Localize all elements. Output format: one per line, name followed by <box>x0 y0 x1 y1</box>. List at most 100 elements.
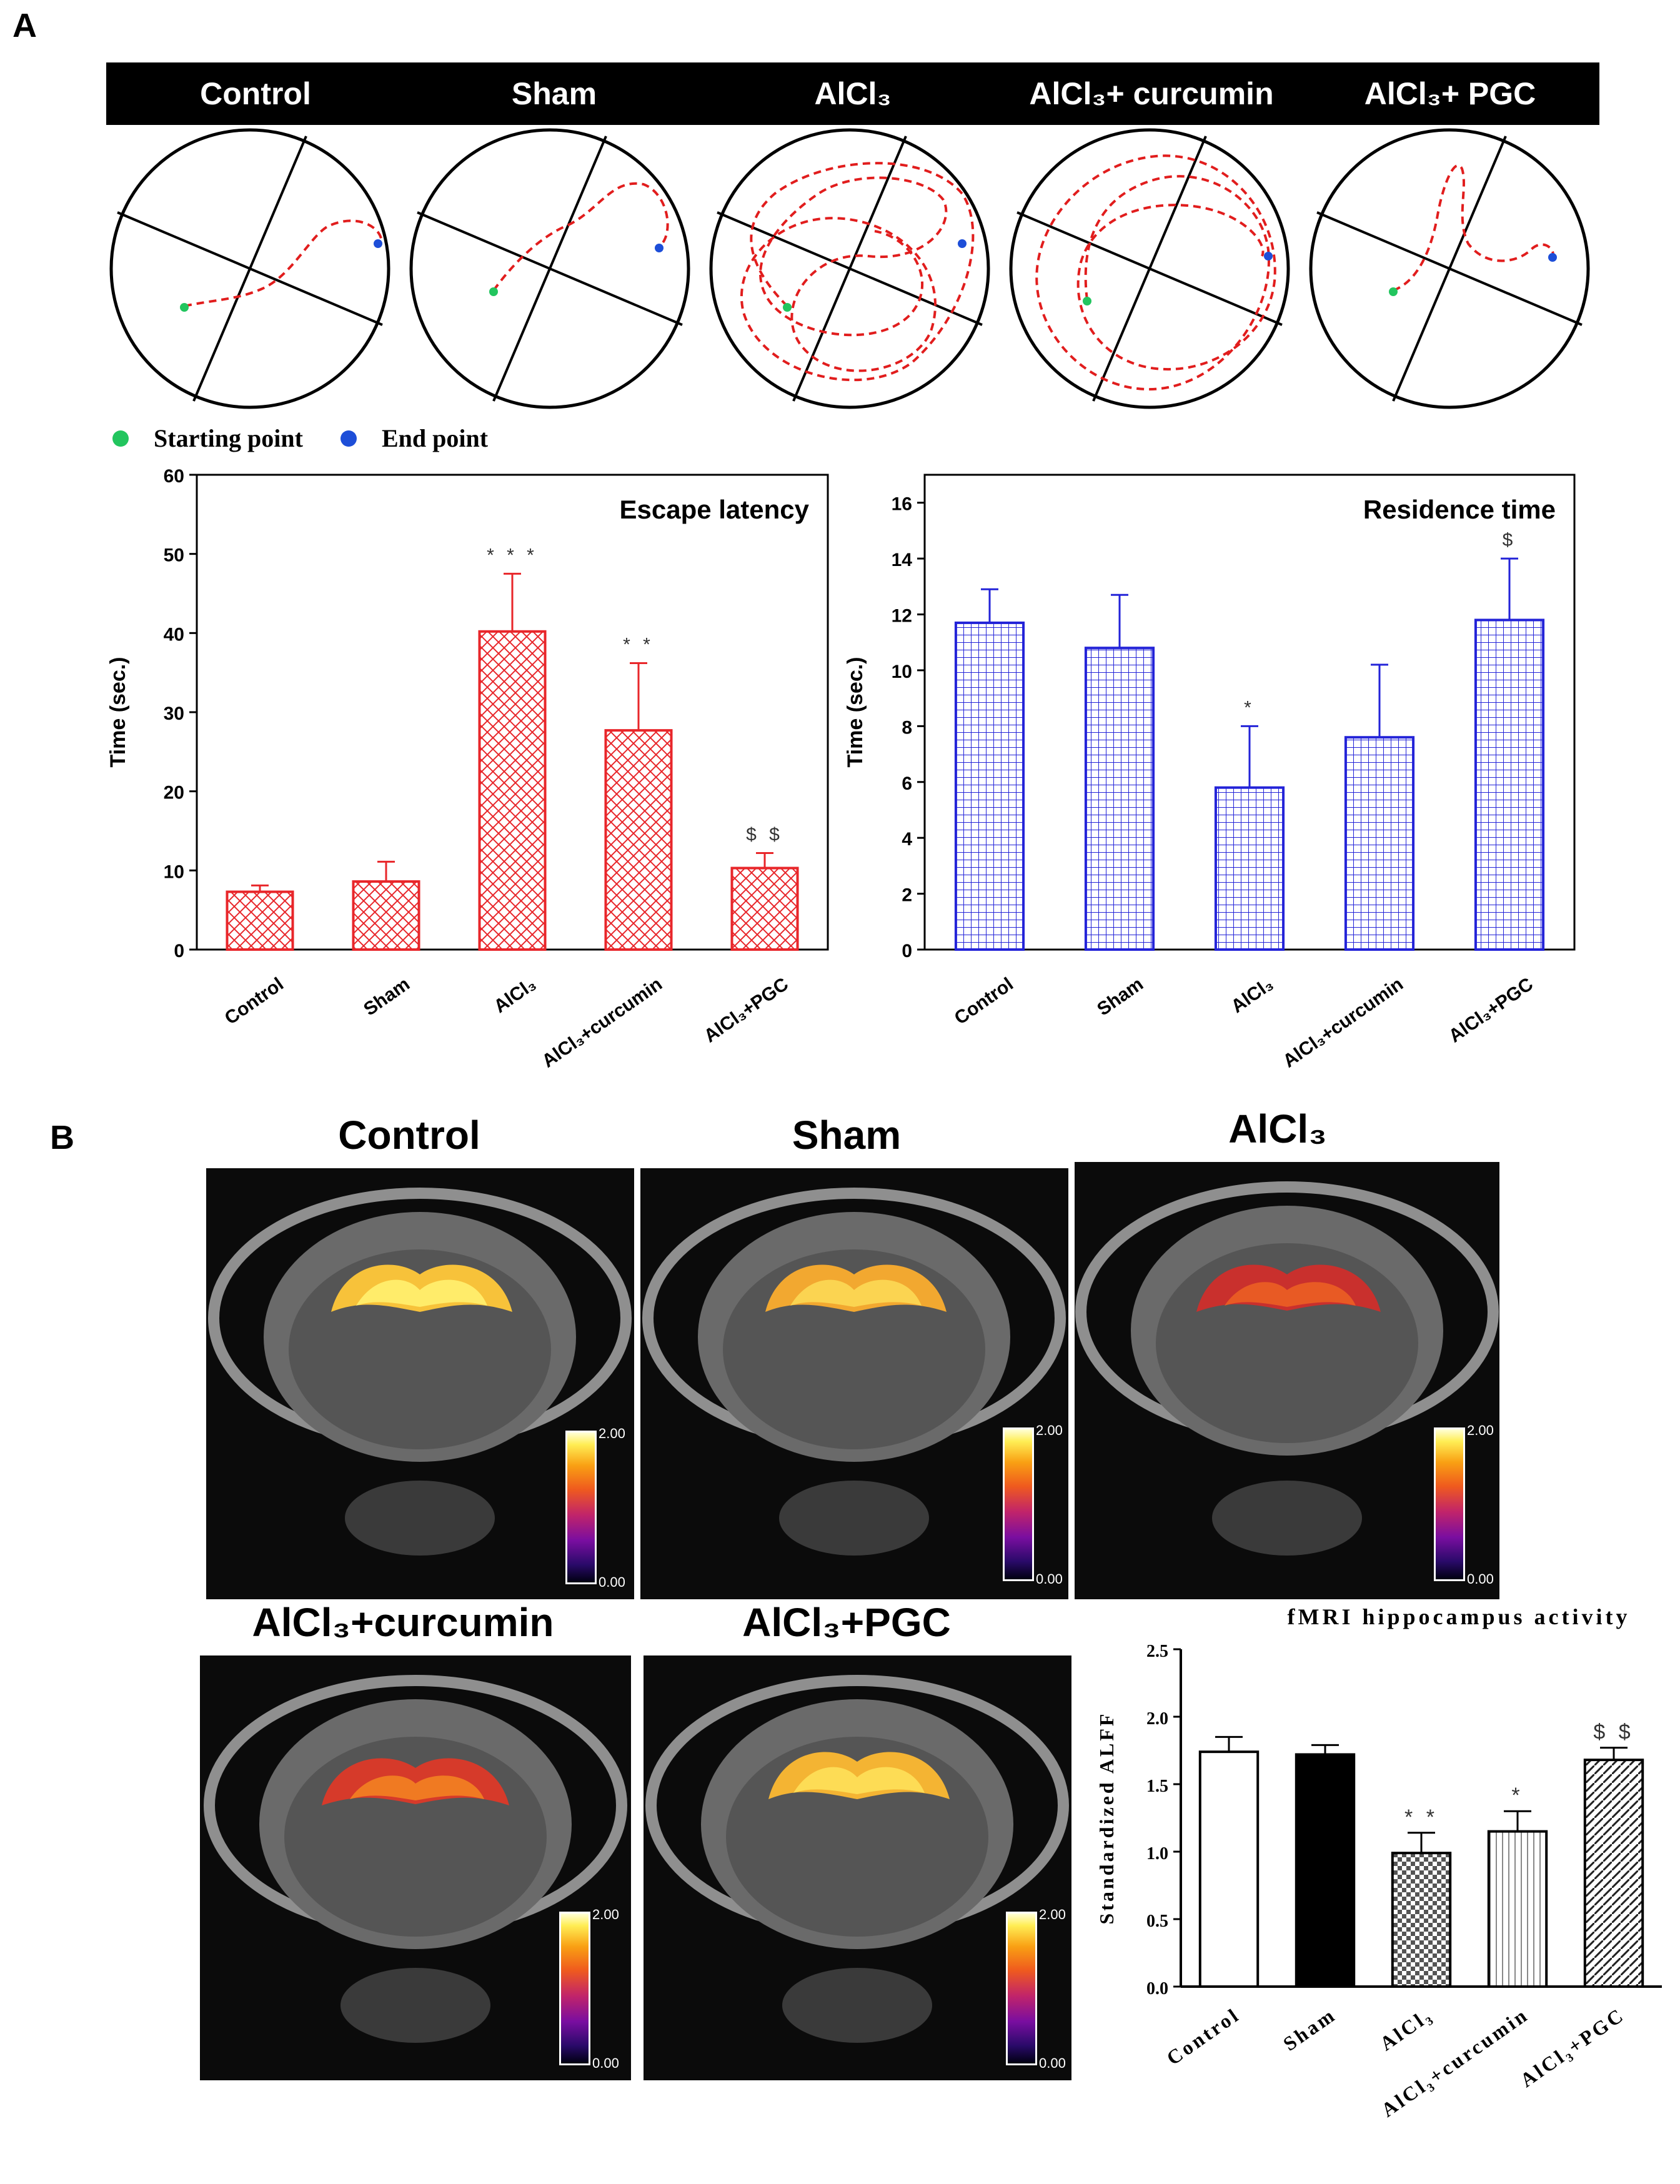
y-axis-label: Time (sec.) <box>106 657 130 767</box>
x-tick-label: AlCl₃ <box>1228 974 1277 1017</box>
bar <box>1391 1852 1452 1988</box>
y-tick-label: 16 <box>892 494 912 515</box>
y-axis-label: Standardized ALFF <box>1095 1712 1118 1925</box>
maze-header-alcl3-pgc: AlCl₃+ PGC <box>1364 76 1536 111</box>
maze-track-sham <box>409 128 690 409</box>
bar <box>1474 618 1545 951</box>
maze-track-alcl3 <box>709 128 990 409</box>
y-tick-label: 6 <box>902 773 912 794</box>
bar <box>730 866 799 951</box>
x-tick-label: Control <box>951 974 1017 1029</box>
x-tick-label: AlCl₃+PGC <box>1516 2003 1629 2092</box>
bar <box>1487 1830 1548 1988</box>
residence-time-chart: 0 2 4 6 8 10 12 14 16 Time (sec.) Residence time Co… <box>843 474 1576 1072</box>
significance-label: $ $ <box>1593 1720 1634 1744</box>
chart-title: fMRI hippocampus activity <box>1287 1604 1630 1629</box>
bar <box>478 630 547 951</box>
bar <box>1198 1750 1260 1988</box>
mri-title-alcl3: AlCl₃ <box>1228 1106 1327 1151</box>
y-tick-label: 12 <box>892 606 912 627</box>
x-tick-label: AlCl₃+curcumin <box>539 974 666 1072</box>
mri-title-alcl3-curcumin: AlCl₃+curcumin <box>252 1600 554 1645</box>
significance-label: * * <box>1404 1805 1438 1829</box>
maze-track-control <box>109 128 390 409</box>
y-tick-label: 2 <box>902 885 912 906</box>
mri-title-sham: Sham <box>792 1113 902 1158</box>
y-tick-label: 60 <box>164 466 184 487</box>
maze-header-sham: Sham <box>511 76 597 111</box>
bar <box>352 880 420 951</box>
y-tick-label: 20 <box>164 783 184 803</box>
y-tick-label: 4 <box>902 829 912 850</box>
x-tick-label: AlCl₃+curcumin <box>1280 974 1407 1072</box>
bar <box>1084 647 1155 951</box>
mri-image-alcl3-pgc <box>644 1655 1071 2080</box>
colorbar-min-alcl3-curcumin: 0.00 <box>592 2055 619 2071</box>
y-tick-label: 30 <box>164 703 184 724</box>
maze-track-alcl3-curcumin <box>1009 128 1290 409</box>
colorbar-min-alcl3-pgc: 0.00 <box>1039 2055 1066 2071</box>
y-tick-label: 14 <box>892 550 913 570</box>
x-tick-label: Sham <box>1279 2003 1340 2055</box>
fmri-activity-chart: 0.0 0.5 1.0 1.5 2.0 2.5 Standardized ALFF fMRI … <box>1095 1604 1662 2122</box>
x-tick-label: Control <box>1163 2003 1244 2069</box>
colorbar-alcl3-curcumin <box>559 1912 590 2065</box>
colorbar-max-alcl3: 2.00 <box>1467 1422 1494 1438</box>
end-point-dot <box>340 430 357 447</box>
mri-title-control: Control <box>338 1113 480 1158</box>
colorbar-max-sham: 2.00 <box>1036 1422 1063 1438</box>
significance-label: $ $ <box>746 824 783 845</box>
mri-image-alcl3 <box>1075 1162 1499 1599</box>
start-point-dot <box>112 430 129 447</box>
y-tick-label: 2.5 <box>1146 1642 1168 1661</box>
chart-title: Residence time <box>1363 495 1556 524</box>
x-tick-label: AlCl₃ <box>1376 2003 1436 2055</box>
y-axis-label: Time (sec.) <box>843 657 867 767</box>
x-tick-label: AlCl₃+PGC <box>1445 974 1537 1047</box>
bar <box>1344 736 1415 951</box>
chart-title: Escape latency <box>619 495 809 524</box>
colorbar-min-sham: 0.00 <box>1036 1571 1063 1587</box>
x-tick-label: Sham <box>360 974 414 1020</box>
y-tick-label: 2.0 <box>1146 1709 1168 1729</box>
y-tick-label: 1.5 <box>1146 1777 1168 1796</box>
bar <box>1583 1759 1644 1988</box>
colorbar-max-alcl3-pgc: 2.00 <box>1039 1907 1066 1922</box>
bar <box>226 890 294 951</box>
mri-image-sham <box>640 1168 1068 1599</box>
y-tick-label: 0 <box>902 941 912 961</box>
x-tick-label: Control <box>221 974 287 1029</box>
y-tick-label: 10 <box>892 662 912 682</box>
colorbar-min-control: 0.00 <box>599 1574 625 1590</box>
bar <box>1214 786 1285 951</box>
y-tick-label: 40 <box>164 624 184 645</box>
colorbar-alcl3-pgc <box>1006 1912 1037 2065</box>
maze-track-alcl3-pgc <box>1309 128 1590 409</box>
maze-header-alcl3: AlCl₃ <box>814 76 892 111</box>
x-tick-label: Sham <box>1093 974 1147 1020</box>
mri-title-alcl3-pgc: AlCl₃+PGC <box>742 1600 951 1645</box>
significance-label: * * * <box>487 545 538 565</box>
escape-latency-chart: 0 10 20 30 40 50 60 Time (sec.) Escape latency Co… <box>106 466 829 1072</box>
bar <box>604 729 673 951</box>
colorbar-control <box>565 1431 597 1584</box>
significance-label: * <box>1511 1784 1523 1807</box>
maze-header-alcl3-curcumin: AlCl₃+ curcumin <box>1029 76 1274 111</box>
y-tick-label: 10 <box>164 861 184 882</box>
maze-legend: Starting point End point <box>112 424 488 453</box>
y-tick-label: 0.0 <box>1146 1979 1168 1998</box>
colorbar-max-control: 2.00 <box>599 1426 625 1441</box>
significance-label: $ <box>1503 530 1517 550</box>
colorbar-sham <box>1003 1427 1034 1581</box>
maze-header-control: Control <box>200 76 311 111</box>
panel-b-label: B <box>50 1119 74 1156</box>
y-tick-label: 1.0 <box>1146 1844 1168 1864</box>
colorbar-max-alcl3-curcumin: 2.00 <box>592 1907 619 1922</box>
mri-image-control <box>206 1168 634 1599</box>
panel-a-label: A <box>12 7 37 44</box>
y-tick-label: 8 <box>902 717 912 738</box>
significance-label: * * <box>623 634 654 655</box>
y-tick-label: 0.5 <box>1146 1912 1168 1931</box>
legend-start-label: Starting point <box>154 424 303 452</box>
bar <box>1295 1753 1356 1988</box>
